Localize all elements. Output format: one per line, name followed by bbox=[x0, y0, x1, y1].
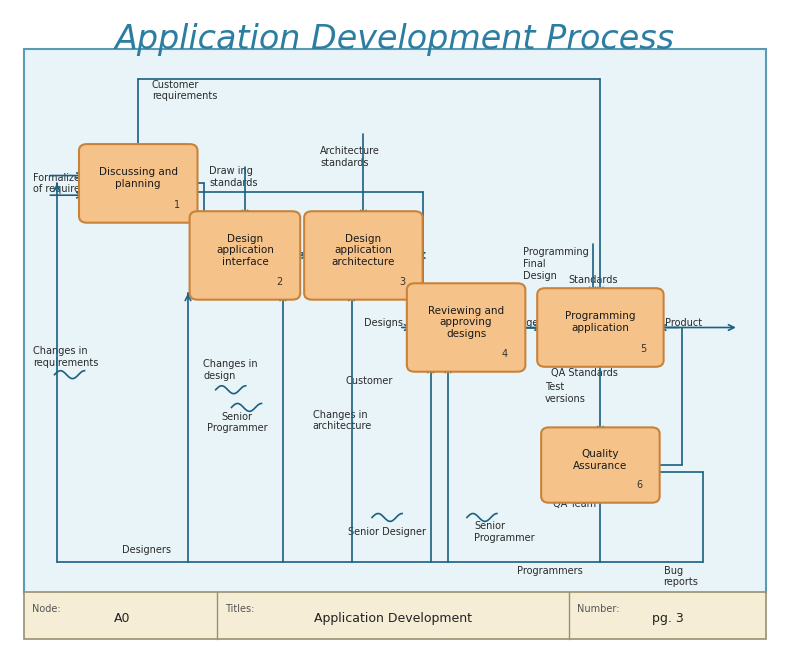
Text: Senior Designer: Senior Designer bbox=[348, 527, 426, 537]
FancyBboxPatch shape bbox=[24, 592, 766, 639]
Text: Changes: Changes bbox=[502, 318, 544, 328]
Text: Architecture
standards: Architecture standards bbox=[320, 147, 380, 168]
Text: QA Standards: QA Standards bbox=[551, 368, 619, 379]
Text: Reviewing and
approving
designs: Reviewing and approving designs bbox=[428, 306, 504, 339]
FancyBboxPatch shape bbox=[190, 211, 300, 300]
Text: Customer: Customer bbox=[345, 376, 393, 386]
Text: A0: A0 bbox=[115, 612, 130, 626]
Text: 3: 3 bbox=[399, 276, 405, 287]
Text: Design
application
interface: Design application interface bbox=[216, 234, 274, 267]
Text: Customer
requirements: Customer requirements bbox=[152, 80, 217, 101]
Text: 6: 6 bbox=[636, 479, 642, 490]
Text: Standards: Standards bbox=[569, 275, 619, 286]
Text: Test
versions: Test versions bbox=[545, 383, 586, 403]
FancyBboxPatch shape bbox=[79, 144, 198, 223]
Text: 5: 5 bbox=[640, 344, 646, 354]
Text: Bug
reports: Bug reports bbox=[664, 566, 698, 587]
Text: Designers: Designers bbox=[122, 545, 171, 555]
Text: Formalized list
of requirements: Formalized list of requirements bbox=[33, 173, 111, 194]
Text: Application Development: Application Development bbox=[314, 612, 472, 626]
Text: Discussing and
planning: Discussing and planning bbox=[99, 168, 178, 189]
Text: Product: Product bbox=[665, 318, 702, 328]
Text: Draw ing
standards: Draw ing standards bbox=[209, 166, 258, 187]
Text: 4: 4 bbox=[502, 348, 508, 359]
Text: QA Team: QA Team bbox=[553, 499, 596, 510]
FancyBboxPatch shape bbox=[407, 283, 525, 371]
Text: Titles:: Titles: bbox=[225, 604, 254, 614]
Text: Changes in
architecture: Changes in architecture bbox=[313, 410, 372, 431]
Text: Designs: Designs bbox=[364, 318, 403, 328]
Text: Programming
application: Programming application bbox=[565, 312, 636, 333]
FancyBboxPatch shape bbox=[24, 49, 766, 593]
Text: Programmers: Programmers bbox=[517, 566, 583, 576]
Text: Design
application
architecture: Design application architecture bbox=[332, 234, 395, 267]
Text: pg. 3: pg. 3 bbox=[652, 612, 683, 626]
Text: 1: 1 bbox=[174, 200, 180, 210]
Text: Senior
Programmer: Senior Programmer bbox=[207, 412, 267, 433]
Text: 2: 2 bbox=[276, 276, 283, 287]
FancyBboxPatch shape bbox=[541, 428, 660, 503]
FancyBboxPatch shape bbox=[304, 211, 423, 300]
Text: Changes in
design: Changes in design bbox=[203, 360, 258, 381]
Text: Number:: Number: bbox=[577, 604, 619, 614]
Text: Application Development Process: Application Development Process bbox=[115, 23, 675, 56]
Text: Programming
Final
Design: Programming Final Design bbox=[523, 248, 589, 280]
Text: Quality
Assurance: Quality Assurance bbox=[574, 449, 627, 470]
FancyBboxPatch shape bbox=[537, 288, 664, 367]
Text: Senior
Programmer: Senior Programmer bbox=[474, 521, 535, 542]
Text: Node:: Node: bbox=[32, 604, 60, 614]
Text: Changes in
requirements: Changes in requirements bbox=[33, 346, 99, 367]
